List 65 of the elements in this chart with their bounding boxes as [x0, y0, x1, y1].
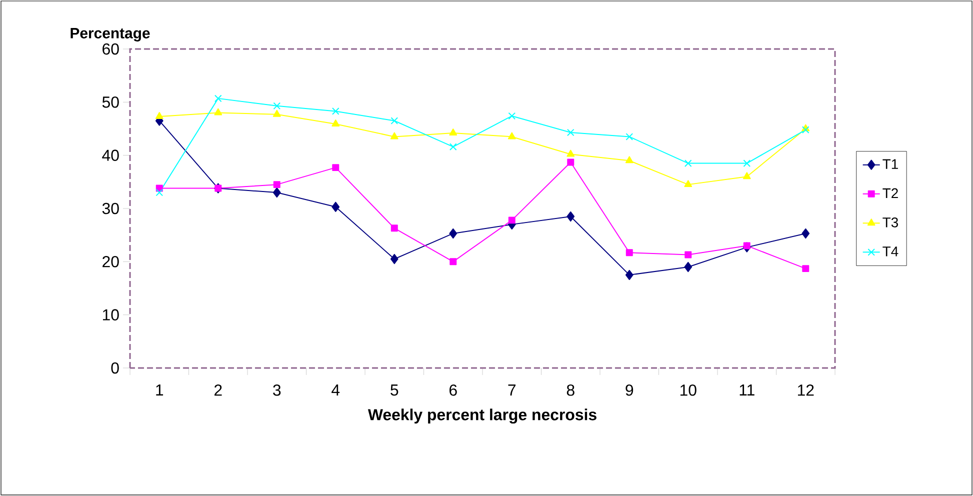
x-tick-label: 5 [390, 384, 398, 396]
point [332, 202, 340, 212]
point [332, 108, 340, 115]
point [566, 128, 574, 136]
point [684, 262, 692, 272]
point [566, 150, 575, 157]
point [625, 156, 634, 164]
point [684, 251, 692, 258]
y-axis-title: Percentage [70, 28, 150, 42]
legend-label: T2 [882, 188, 898, 198]
x-tick-label: 12 [798, 384, 814, 396]
point [214, 94, 222, 102]
x-tick-label: 7 [508, 384, 516, 396]
point [802, 228, 810, 239]
point [390, 132, 398, 140]
y-tick-label: 40 [102, 150, 119, 161]
x-tick-label: 8 [566, 384, 574, 396]
point [214, 108, 222, 116]
x-tick-label: 6 [450, 384, 457, 396]
point [155, 112, 164, 120]
point [626, 249, 633, 256]
x-tick-label: 1 [156, 384, 164, 396]
point [684, 160, 692, 167]
y-tick-label: 60 [102, 43, 119, 55]
point [743, 242, 750, 250]
point [390, 224, 398, 232]
point [508, 112, 516, 120]
point [272, 187, 281, 198]
point [272, 110, 281, 117]
x-tick-label: 10 [680, 384, 696, 396]
x-axis-title: Weekly percent large necrosis [368, 408, 596, 424]
y-tick-label: 20 [102, 256, 119, 268]
y-tick-label: 10 [102, 309, 119, 320]
point [742, 172, 751, 180]
point [449, 128, 458, 136]
x-tick-label: 9 [626, 384, 634, 396]
point [450, 258, 457, 266]
x-tick-label: 2 [214, 384, 222, 396]
point [626, 133, 634, 140]
point [567, 158, 574, 166]
point [449, 228, 458, 239]
point [802, 265, 810, 272]
point [332, 119, 340, 126]
x-tick-label: 11 [740, 384, 754, 396]
point [508, 216, 516, 224]
point [273, 181, 280, 188]
point [743, 160, 751, 167]
point [273, 102, 281, 110]
legend-label: T4 [882, 246, 898, 256]
legend-label: T1 [882, 159, 898, 169]
point [625, 270, 634, 280]
y-tick-label: 50 [102, 96, 119, 108]
point [156, 188, 164, 196]
point [508, 132, 516, 140]
point [332, 164, 340, 172]
y-tick-label: 0 [111, 362, 119, 374]
point [566, 211, 575, 222]
point [390, 254, 398, 264]
x-tick-label: 3 [273, 384, 281, 396]
point [449, 143, 457, 150]
point [390, 117, 398, 124]
legend-label: T3 [882, 217, 898, 228]
y-tick-label: 30 [102, 202, 119, 214]
x-tick-label: 4 [332, 384, 340, 396]
point [684, 180, 692, 188]
